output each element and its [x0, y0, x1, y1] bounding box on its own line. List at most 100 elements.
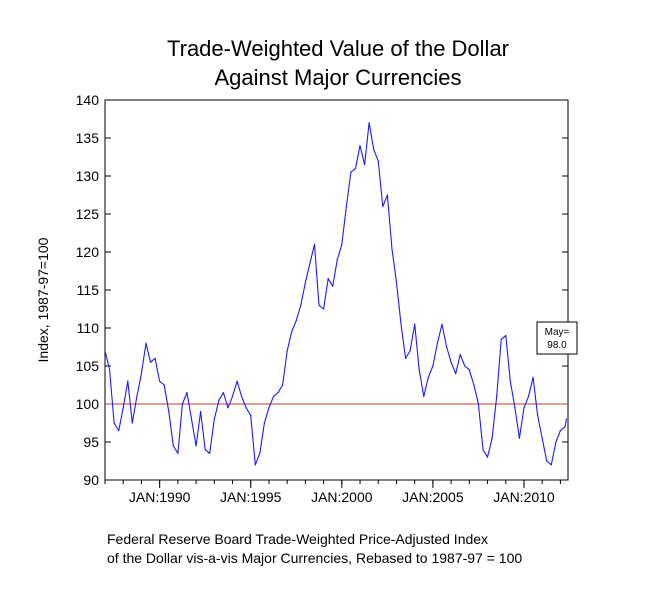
- data-point: [559, 430, 562, 432]
- data-point: [368, 122, 370, 124]
- data-point: [250, 414, 252, 416]
- data-point: [131, 422, 133, 424]
- data-point: [395, 281, 398, 283]
- data-point: [300, 304, 302, 306]
- y-tick-label: 95: [83, 434, 99, 450]
- data-point: [190, 418, 193, 420]
- data-point: [546, 460, 548, 462]
- data-point: [445, 346, 448, 348]
- data-point: [436, 342, 439, 344]
- chart-footnote: Federal Reserve Board Trade-Weighted Pri…: [107, 530, 522, 568]
- data-point: [550, 464, 552, 466]
- data-point: [386, 194, 388, 196]
- data-point: [327, 278, 329, 280]
- data-point: [473, 384, 475, 386]
- data-point: [486, 456, 489, 458]
- data-point: [245, 407, 247, 409]
- data-point: [459, 354, 461, 356]
- data-point: [291, 331, 293, 333]
- series-line: [104, 122, 568, 466]
- data-point: [350, 171, 352, 173]
- data-point: [122, 407, 124, 409]
- data-point: [295, 319, 297, 321]
- data-point: [177, 452, 179, 454]
- y-tick-label: 90: [83, 472, 99, 488]
- data-point: [505, 335, 507, 337]
- data-point: [400, 323, 402, 325]
- data-point: [373, 148, 375, 150]
- data-point: [432, 365, 434, 367]
- y-tick-label: 115: [77, 282, 100, 298]
- data-point: [427, 376, 429, 378]
- chart-title-block: Trade-Weighted Value of the Dollar Again…: [0, 34, 652, 92]
- data-point: [423, 395, 425, 397]
- data-point: [172, 445, 174, 447]
- y-tick-label: 135: [76, 130, 100, 146]
- plot-frame: [104, 99, 569, 481]
- x-tick-label: JAN:1995: [220, 489, 282, 505]
- data-point: [322, 308, 325, 310]
- data-point: [464, 365, 466, 367]
- data-point: [377, 160, 379, 162]
- data-point: [537, 414, 539, 416]
- annotation-value: 98.0: [547, 340, 567, 351]
- footnote-line-1: Federal Reserve Board Trade-Weighted Pri…: [107, 531, 489, 547]
- data-point: [491, 437, 493, 439]
- data-point: [345, 205, 347, 207]
- data-point: [482, 449, 484, 451]
- y-tick-label: 140: [76, 92, 100, 108]
- data-point: [509, 380, 511, 382]
- data-point: [418, 369, 420, 371]
- data-point: [523, 407, 525, 409]
- data-point: [136, 395, 138, 397]
- y-tick-label: 130: [76, 168, 100, 184]
- data-point: [113, 422, 115, 424]
- data-point: [195, 445, 197, 447]
- x-tick-label: JAN:1990: [129, 489, 191, 505]
- data-point: [414, 323, 416, 325]
- data-point: [204, 449, 206, 451]
- data-point: [363, 164, 366, 166]
- data-point: [309, 262, 311, 264]
- x-tick-label: JAN:2005: [402, 489, 464, 505]
- data-point: [450, 361, 452, 363]
- data-point: [286, 350, 288, 352]
- data-point: [186, 392, 188, 394]
- y-axis-label: Index, 1987-97=100: [35, 237, 51, 362]
- y-tick-label: 100: [76, 396, 100, 412]
- data-point: [318, 304, 320, 306]
- y-tick-label: 110: [77, 320, 100, 336]
- data-point: [213, 418, 215, 420]
- data-point: [231, 395, 234, 397]
- data-point: [236, 380, 238, 382]
- data-point: [259, 452, 261, 454]
- data-point: [181, 403, 184, 405]
- data-point: [441, 323, 443, 325]
- data-point: [313, 243, 316, 245]
- data-point: [272, 395, 275, 397]
- data-point: [127, 380, 129, 382]
- data-point: [108, 369, 111, 371]
- data-point: [200, 411, 202, 413]
- data-point: [222, 392, 225, 394]
- data-point: [332, 285, 334, 287]
- data-point: [282, 384, 284, 386]
- data-point: [409, 350, 411, 352]
- chart-title: Trade-Weighted Value of the Dollar: [167, 36, 509, 61]
- data-point: [149, 361, 152, 363]
- data-point: [354, 167, 357, 169]
- data-point: [527, 395, 530, 397]
- data-point: [382, 205, 384, 207]
- footnote-line-2: of the Dollar vis-a-vis Major Currencies…: [107, 550, 523, 566]
- y-tick-label: 125: [76, 206, 100, 222]
- data-point: [500, 338, 502, 340]
- x-tick-label: JAN:2010: [493, 489, 555, 505]
- data-point: [163, 384, 165, 386]
- data-point: [218, 399, 220, 401]
- data-point: [104, 350, 106, 352]
- annotation-box: [536, 321, 578, 355]
- data-point: [209, 452, 211, 454]
- data-point: [555, 441, 557, 443]
- data-point: [227, 407, 229, 409]
